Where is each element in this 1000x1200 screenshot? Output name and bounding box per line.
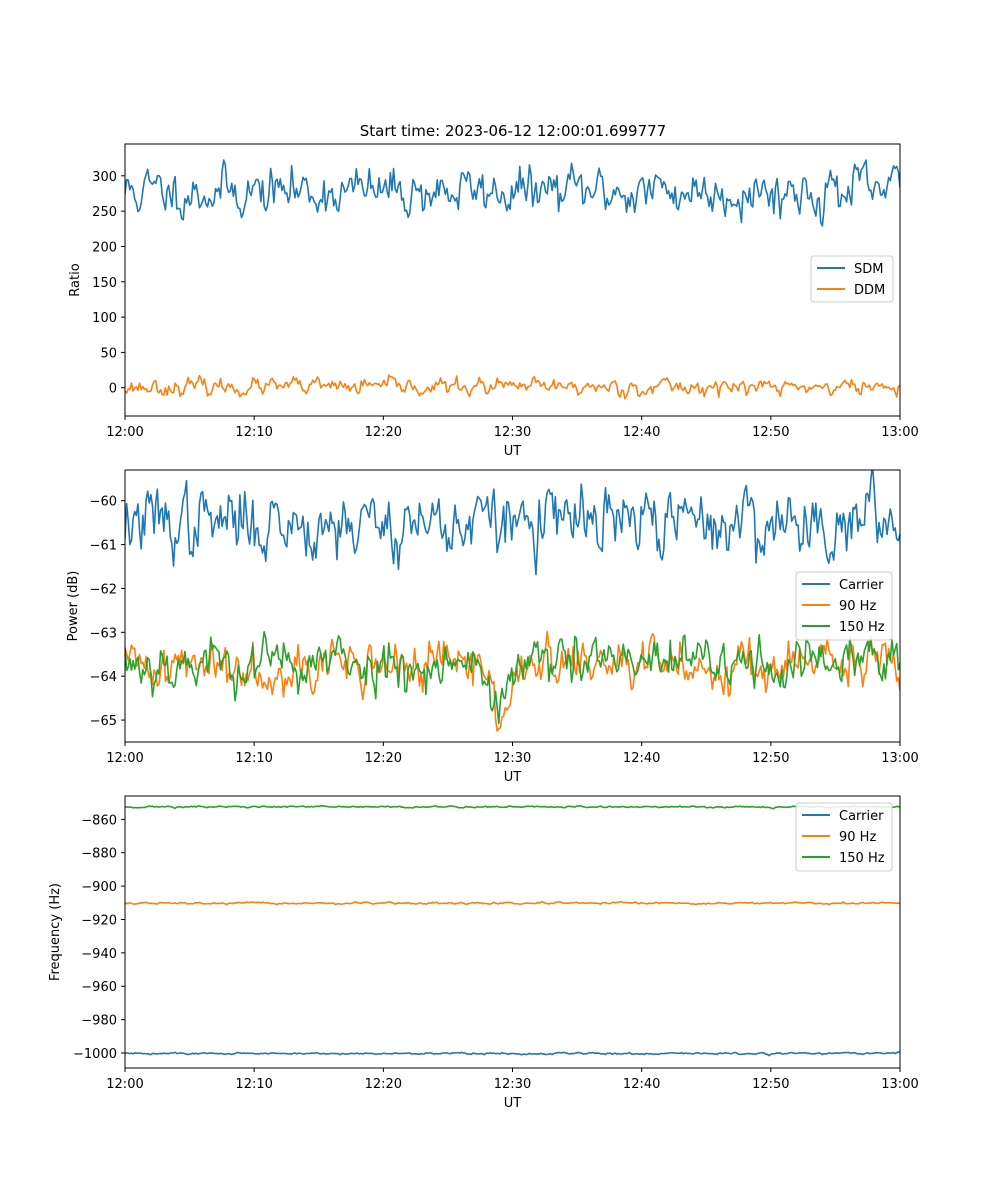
series-line-sdm [125,159,900,227]
x-tick-label: 12:40 [623,425,660,440]
x-tick-label: 13:00 [881,1077,918,1092]
x-tick-label: 12:50 [752,425,789,440]
y-tick-label: −60 [90,495,117,510]
y-axis-label: Frequency (Hz) [48,883,63,981]
y-tick-label: −880 [81,847,117,862]
panel-3: 12:00 12:10 12:20 12:30 12:40 12:50 13:00 −1000… [48,795,919,1111]
legend: Carrier 90 Hz 150 Hz [795,571,893,641]
y-tick-label: −960 [81,980,117,995]
x-tick-label: 12:20 [365,425,402,440]
y-tick-label: 150 [92,276,117,291]
y-axis-label: Power (dB) [66,571,81,642]
y-tick-label: −61 [90,539,117,554]
x-axis-label: UT [504,1096,522,1111]
x-axis-label: UT [504,444,522,459]
y-tick-label: 200 [92,240,117,255]
y-tick-label: −920 [81,913,117,928]
y-tick-label: −860 [81,813,117,828]
series-line-90-hz [125,900,900,906]
y-tick-label: −63 [90,626,117,641]
x-tick-label: 13:00 [881,751,918,766]
x-tick-label: 12:40 [623,751,660,766]
x-tick-label: 12:30 [494,1077,531,1092]
y-tick-label: 0 [109,382,117,397]
y-axis-label: Ratio [68,263,83,296]
legend-box [795,802,893,872]
legend-entry-label: 150 Hz [839,851,885,866]
legend-entry-label: DDM [854,283,885,298]
axes-frame [124,795,901,1069]
legend-entry-label: Carrier [839,578,884,593]
legend-box [795,571,893,641]
series-line-carrier [125,470,900,576]
y-tick-label: −62 [90,582,117,597]
figure-title: Start time: 2023-06-12 12:00:01.699777 [360,122,666,140]
panel-2: 12:00 12:10 12:20 12:30 12:40 12:50 13:00 −65 −6… [66,469,919,785]
y-tick-label: −1000 [73,1047,117,1062]
series-line-ddm [125,374,900,400]
x-tick-label: 12:50 [752,1077,789,1092]
legend-entry-label: SDM [854,262,883,277]
x-tick-label: 12:00 [106,1077,143,1092]
x-tick-label: 12:00 [106,751,143,766]
x-tick-label: 12:10 [235,425,272,440]
legend-entry-label: 90 Hz [839,830,876,845]
y-tick-label: −940 [81,947,117,962]
x-tick-label: 12:20 [365,1077,402,1092]
y-tick-label: 100 [92,311,117,326]
x-axis-label: UT [504,770,522,785]
legend-entry-label: 90 Hz [839,599,876,614]
series-line-150-hz [125,630,900,725]
y-tick-label: −900 [81,880,117,895]
legend-entry-label: Carrier [839,809,884,824]
y-tick-label: −65 [90,714,117,729]
y-tick-label: 50 [100,346,117,361]
x-tick-label: 13:00 [881,425,918,440]
x-tick-label: 12:00 [106,425,143,440]
y-tick-label: 250 [92,205,117,220]
x-tick-label: 12:30 [494,751,531,766]
y-tick-label: −980 [81,1014,117,1029]
x-tick-label: 12:20 [365,751,402,766]
y-tick-label: 300 [92,170,117,185]
x-tick-label: 12:10 [235,751,272,766]
panel-1: 12:00 12:10 12:20 12:30 12:40 12:50 13:00 0 50 10… [68,143,919,459]
x-tick-label: 12:30 [494,425,531,440]
legend-entry-label: 150 Hz [839,620,885,635]
legend: SDM DDM [810,255,894,303]
series-line-150-hz [125,804,900,810]
x-tick-label: 12:40 [623,1077,660,1092]
axes-frame [124,143,901,417]
x-tick-label: 12:50 [752,751,789,766]
legend: Carrier 90 Hz 150 Hz [795,802,893,872]
series-line-carrier [125,1051,900,1057]
x-tick-label: 12:10 [235,1077,272,1092]
y-tick-label: −64 [90,670,117,685]
